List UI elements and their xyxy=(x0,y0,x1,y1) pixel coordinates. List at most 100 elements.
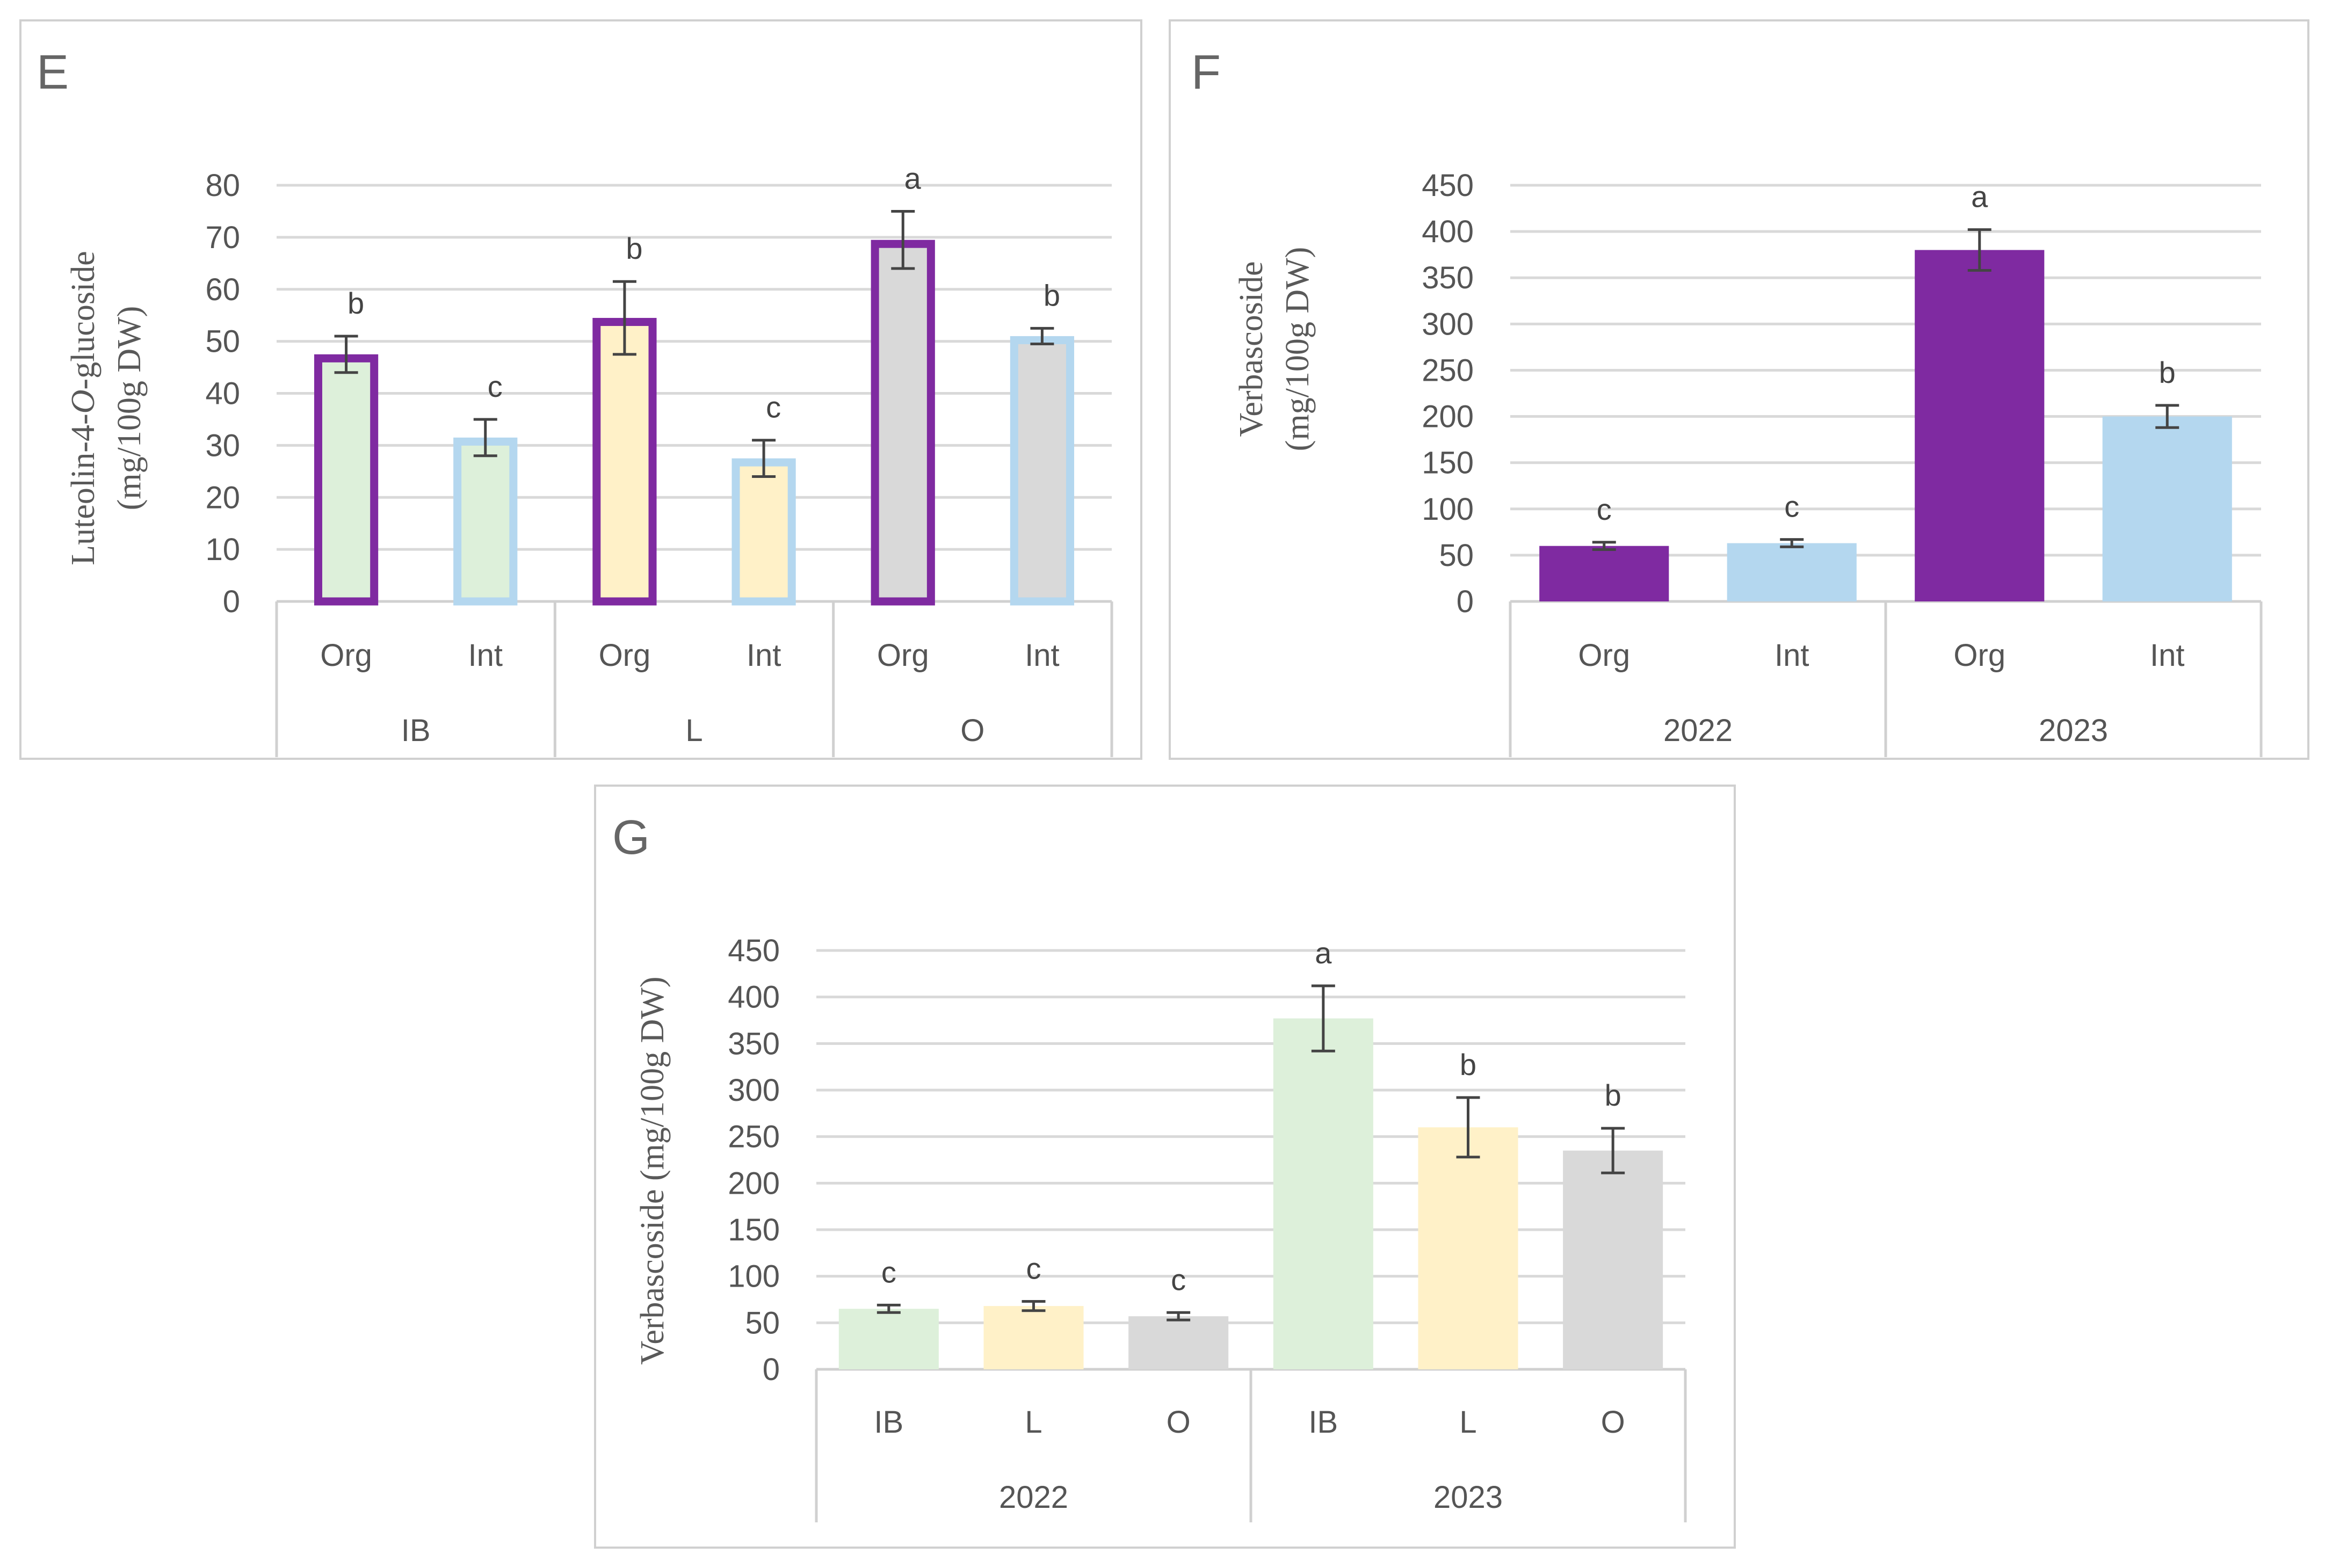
y-axis-label: (mg/100g DW) xyxy=(111,306,148,511)
y-tick-label: 0 xyxy=(1457,584,1474,619)
y-tick-label: 80 xyxy=(205,168,240,203)
y-tick-label: 400 xyxy=(1422,214,1474,249)
category-label: Int xyxy=(2150,638,2185,673)
bar xyxy=(1128,1316,1229,1369)
y-tick-label: 20 xyxy=(205,480,240,515)
group-label: 2023 xyxy=(1433,1480,1503,1515)
bar xyxy=(731,458,796,606)
category-label: Org xyxy=(877,638,929,673)
category-label: Int xyxy=(1774,638,1809,673)
bar xyxy=(2102,416,2232,601)
significance-letter: c xyxy=(1026,1251,1041,1285)
significance-letter: b xyxy=(1044,278,1060,312)
y-tick-label: 30 xyxy=(205,428,240,463)
category-label: Org xyxy=(1953,638,2005,673)
bar xyxy=(1563,1150,1663,1369)
y-axis-label-part: (mg/100g DW) xyxy=(111,306,148,511)
y-tick-label: 10 xyxy=(205,532,240,567)
y-axis-label: Luteolin-4-O-glucoside xyxy=(65,251,102,565)
y-tick-label: 400 xyxy=(728,980,780,1015)
significance-letter: c xyxy=(766,390,781,424)
y-tick-label: 50 xyxy=(745,1305,780,1340)
panel-frame xyxy=(19,19,1142,760)
y-tick-label: 350 xyxy=(1422,260,1474,295)
group-label: 2023 xyxy=(2039,713,2108,748)
significance-letter: c xyxy=(1784,490,1799,524)
bar xyxy=(983,1306,1084,1369)
significance-letter: c xyxy=(881,1255,896,1289)
chart-panel-f: F 0 50 100 150 200 250 300 350 400 450 Verbascoside… xyxy=(1169,19,2309,760)
panel-frame xyxy=(1169,19,2309,760)
significance-letter: b xyxy=(1605,1078,1621,1112)
y-tick-label: 450 xyxy=(728,933,780,968)
y-tick-label: 200 xyxy=(1422,400,1474,434)
y-tick-label: 450 xyxy=(1422,168,1474,203)
y-tick-label: 100 xyxy=(728,1259,780,1294)
bar xyxy=(314,354,379,606)
y-axis-label: Verbascoside xyxy=(1233,261,1270,437)
y-tick-label: 40 xyxy=(205,376,240,411)
group-label: L xyxy=(685,713,702,748)
y-axis-label-part: (mg/100g DW) xyxy=(1279,247,1316,452)
category-label: O xyxy=(1167,1405,1191,1440)
y-tick-label: 300 xyxy=(1422,307,1474,342)
y-tick-label: 0 xyxy=(763,1352,780,1387)
y-axis-label-part: Luteolin-4- xyxy=(65,413,102,565)
panel-label: E xyxy=(37,46,69,99)
bar xyxy=(592,318,657,606)
significance-letter: b xyxy=(2159,355,2176,389)
panel-label: G xyxy=(612,811,650,865)
category-label: IB xyxy=(1308,1405,1338,1440)
category-label: Org xyxy=(1578,638,1630,673)
category-label: Org xyxy=(599,638,651,673)
y-tick-label: 70 xyxy=(205,220,240,255)
y-tick-label: 150 xyxy=(1422,446,1474,481)
category-label: L xyxy=(1025,1405,1042,1440)
category-label: Int xyxy=(1025,638,1060,673)
group-label: 2022 xyxy=(999,1480,1068,1515)
significance-letter: a xyxy=(904,161,922,195)
significance-letter: c xyxy=(488,369,503,403)
category-label: Int xyxy=(468,638,503,673)
y-tick-label: 200 xyxy=(728,1166,780,1201)
bar xyxy=(1915,250,2045,601)
category-label: L xyxy=(1459,1405,1476,1440)
category-label: IB xyxy=(874,1405,903,1440)
y-axis-label-part: O xyxy=(65,390,102,414)
bar xyxy=(871,239,935,606)
bar xyxy=(838,1309,939,1369)
group-label: O xyxy=(960,713,984,748)
group-label: 2022 xyxy=(1663,713,1733,748)
significance-letter: a xyxy=(1971,180,1988,214)
bar xyxy=(453,437,518,606)
y-axis-label: (mg/100g DW) xyxy=(1279,247,1316,452)
significance-letter: b xyxy=(626,231,642,265)
chart-panel-e: E01020304050607080Luteolin-4-O-glucoside… xyxy=(19,19,1142,760)
significance-letter: c xyxy=(1171,1262,1186,1296)
y-tick-label: 0 xyxy=(223,584,240,619)
y-axis-label-part: Verbascoside (mg/100g DW) xyxy=(634,976,671,1364)
y-tick-label: 150 xyxy=(728,1213,780,1247)
panel-frame xyxy=(594,785,1736,1549)
bar xyxy=(1539,546,1669,601)
chart-panel-g: G 0 50 100 150 200 250 300 350 400 450 Verbascoside… xyxy=(594,785,1736,1549)
significance-letter: b xyxy=(1460,1048,1476,1081)
significance-letter: a xyxy=(1315,936,1332,970)
y-tick-label: 350 xyxy=(728,1026,780,1061)
y-tick-label: 50 xyxy=(1439,538,1474,573)
y-tick-label: 100 xyxy=(1422,492,1474,527)
y-tick-label: 250 xyxy=(1422,353,1474,388)
bar xyxy=(1418,1127,1518,1369)
y-tick-label: 250 xyxy=(728,1120,780,1155)
bar xyxy=(1727,543,1857,601)
significance-letter: b xyxy=(347,286,364,320)
panel-label: F xyxy=(1191,46,1221,99)
category-label: Int xyxy=(747,638,781,673)
category-label: Org xyxy=(320,638,372,673)
y-tick-label: 300 xyxy=(728,1073,780,1108)
y-tick-label: 50 xyxy=(205,324,240,359)
bar xyxy=(1273,1018,1373,1369)
y-axis-label-part: -glucoside xyxy=(65,251,102,389)
bar xyxy=(1010,336,1075,606)
